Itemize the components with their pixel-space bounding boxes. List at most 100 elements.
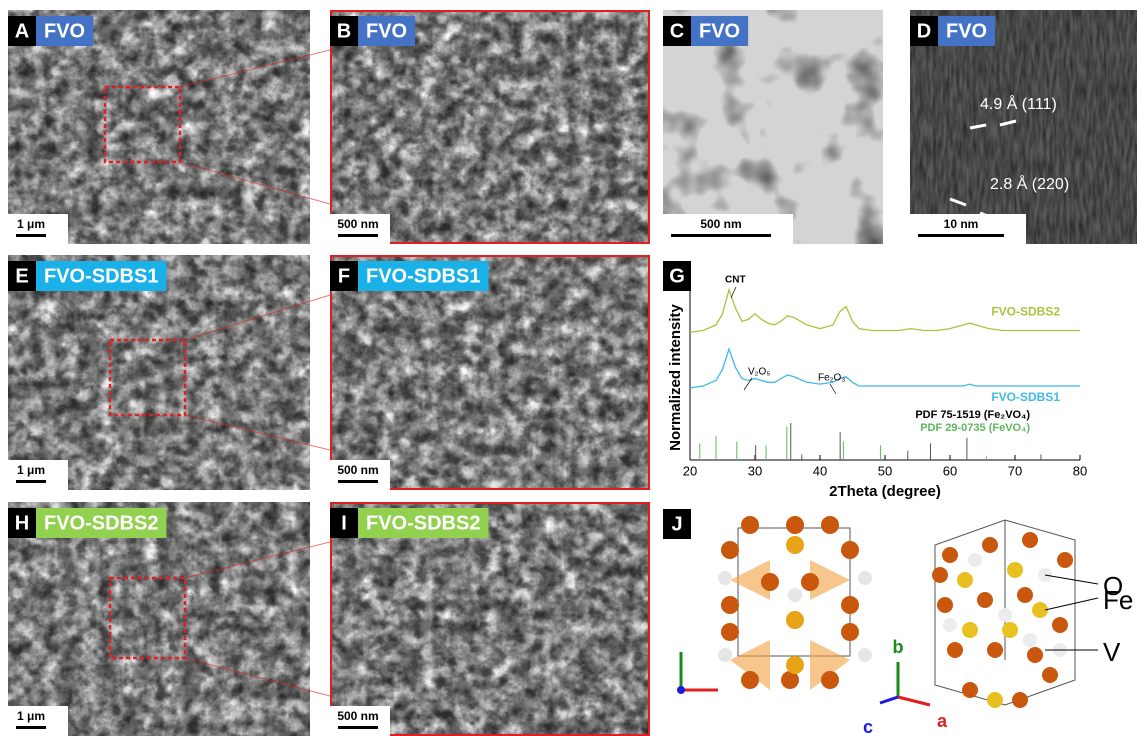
sample-tag-bg <box>358 261 489 291</box>
atom-fe <box>841 541 859 559</box>
panel-label-bg <box>663 16 691 46</box>
zoom-connector <box>179 49 331 88</box>
axis-label: b <box>893 637 904 657</box>
panel-label-bg <box>8 508 36 538</box>
atom-v <box>987 692 1003 708</box>
atom-leader <box>1044 597 1099 611</box>
micrograph-shadow <box>330 255 650 490</box>
atom-fe <box>741 671 759 689</box>
scale-bar-label: 10 nm <box>944 217 979 231</box>
scale-bar-label: 500 nm <box>337 217 378 231</box>
atom-fe <box>721 596 739 614</box>
panel-label-bg <box>8 16 36 46</box>
zoom-frame <box>330 502 650 736</box>
atom-v <box>786 656 804 674</box>
xrd-pattern <box>689 346 1080 389</box>
atom-v <box>786 536 804 554</box>
sample-tag: FVO <box>699 20 740 42</box>
sample-tag-bg <box>938 16 996 46</box>
sample-tag: FVO <box>44 20 85 42</box>
scale-bar <box>671 234 771 237</box>
polyhedron <box>730 640 770 690</box>
reference-label: PDF 75-1519 (Fe₂VO₄) <box>915 409 1030 421</box>
panel-label-bg <box>663 509 691 539</box>
sample-tag: FVO-SDBS1 <box>366 265 480 287</box>
axis-label: c <box>863 717 873 736</box>
scale-bar-bg <box>330 706 390 736</box>
sample-tag: FVO-SDBS2 <box>44 512 158 534</box>
micrograph-shadow <box>8 10 310 244</box>
scale-bar <box>338 234 378 237</box>
x-tick-label: 50 <box>878 463 892 478</box>
panel-label: G <box>669 265 685 287</box>
lattice-annotation: 2.8 Å (220) <box>990 174 1069 193</box>
zoom-connector <box>184 294 331 341</box>
micrograph-shadow <box>330 502 650 736</box>
panel-label: E <box>15 265 28 287</box>
panel-label: A <box>15 20 29 42</box>
x-tick-label: 40 <box>813 463 827 478</box>
scale-bar-bg <box>8 460 68 490</box>
sample-tag-bg <box>691 16 749 46</box>
atom-v <box>1002 622 1018 638</box>
panel-label: H <box>15 512 29 534</box>
axis-origin <box>677 686 685 694</box>
atom-o <box>968 553 982 567</box>
scale-bar <box>16 726 46 729</box>
scale-bar <box>16 234 46 237</box>
series-label: FVO-SDBS1 <box>991 390 1060 404</box>
scale-bar-bg <box>330 460 390 490</box>
polyhedron <box>810 560 850 600</box>
scale-bar <box>918 234 1004 237</box>
sample-tag-bg <box>358 508 489 538</box>
atom-fe <box>947 642 963 658</box>
atom-fe <box>937 597 953 613</box>
peak-annotation: Fe₂O₃ <box>818 373 845 384</box>
atom-fe <box>761 573 779 591</box>
sample-tag: FVO-SDBS2 <box>366 512 480 534</box>
panel-label-bg <box>330 261 358 291</box>
lattice-annotation: 4.9 Å (111) <box>980 94 1057 113</box>
sample-tag: FVO <box>366 20 407 42</box>
x-tick-label: 60 <box>943 463 957 478</box>
x-tick-label: 80 <box>1073 463 1087 478</box>
arrow <box>969 123 987 130</box>
atom-o <box>1023 633 1037 647</box>
atom-o <box>718 571 732 585</box>
atom-fe <box>1057 552 1073 568</box>
zoom-connector <box>184 414 331 451</box>
scale-bar <box>338 480 378 483</box>
panel-label: C <box>670 20 684 42</box>
annotation-leader <box>730 286 737 299</box>
atom-fe <box>987 642 1003 658</box>
annotation-leader <box>829 383 837 395</box>
sample-tag-bg <box>36 508 167 538</box>
panel-label-bg <box>8 261 36 291</box>
atom-v <box>786 611 804 629</box>
peak-annotation: V₂O₅ <box>748 367 770 378</box>
x-tick-label: 30 <box>748 463 762 478</box>
axis-arrow <box>897 695 931 707</box>
atom-label: V <box>1103 637 1121 667</box>
panel-label: J <box>671 513 682 535</box>
atom-fe <box>942 547 958 563</box>
atom-fe <box>801 573 819 591</box>
sample-tag: FVO-SDBS1 <box>44 265 158 287</box>
panel-label: B <box>337 20 351 42</box>
scale-bar-label: 500 nm <box>337 709 378 723</box>
atom-o <box>718 648 732 662</box>
sample-tag-bg <box>358 16 416 46</box>
scale-bar-bg <box>330 214 390 244</box>
scale-bar-bg <box>663 214 793 244</box>
scale-bar-label: 1 μm <box>17 463 45 477</box>
atom-fe <box>821 671 839 689</box>
arrow <box>949 197 967 207</box>
atom-fe <box>721 623 739 641</box>
axis-arrow <box>879 695 899 705</box>
reference-label: PDF 29-0735 (FeVO₄) <box>920 422 1030 434</box>
atom-v <box>1032 602 1048 618</box>
zoom-connector <box>184 541 331 579</box>
atom-fe <box>741 516 759 534</box>
scale-bar-bg <box>8 706 68 736</box>
micrograph-shadow <box>330 10 650 244</box>
